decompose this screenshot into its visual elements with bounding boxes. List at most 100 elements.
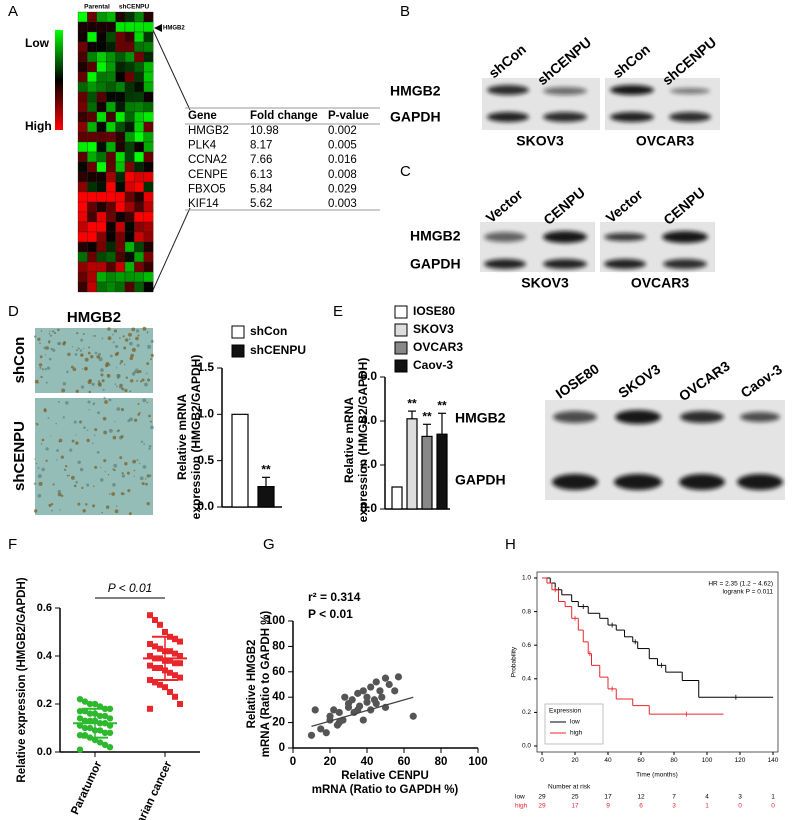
heatmap-cell <box>115 121 126 133</box>
heatmap-cell <box>96 61 107 73</box>
heatmap-cell <box>96 221 107 233</box>
heatmap-cell <box>96 21 107 33</box>
heatmap-cell <box>77 231 88 243</box>
ihc-speck <box>122 335 125 338</box>
ihc-speck <box>71 346 74 348</box>
ihc-speck <box>57 342 60 345</box>
heatmap-cell <box>143 231 154 243</box>
ihc-speck <box>93 485 95 487</box>
heatmap-cell <box>124 241 135 253</box>
ihc-speck <box>71 439 75 443</box>
lane-label: Vector <box>483 186 526 226</box>
x-tick-label: 80 <box>670 757 678 764</box>
ihc-speck <box>48 333 51 335</box>
heatmap-cell <box>77 281 88 293</box>
ihc-speck <box>52 483 55 486</box>
point <box>162 684 168 691</box>
y-tick-label: 0.0 <box>197 499 214 513</box>
heatmap-cell <box>134 171 144 183</box>
heatmap-cell <box>87 241 97 253</box>
ihc-speck <box>103 397 106 400</box>
heatmap-cell <box>87 101 97 113</box>
heatmap-cell <box>143 71 154 83</box>
ihc-speck <box>33 482 37 485</box>
heatmap-cell <box>87 41 97 53</box>
point <box>106 744 114 751</box>
heatmap-cell <box>134 211 144 223</box>
heatmap-cell <box>96 31 107 43</box>
x-axis-label: mRNA (Ratio to GAPDH %) <box>312 784 459 796</box>
ihc-speck <box>67 352 71 357</box>
heatmap-cell <box>87 111 97 123</box>
ihc-speck <box>127 489 131 493</box>
ihc-speck <box>70 365 74 369</box>
ihc-speck <box>62 342 66 346</box>
heatmap-cell <box>106 71 116 83</box>
heatmap-cell <box>143 251 154 263</box>
arrow <box>154 24 162 32</box>
ihc-speck <box>75 434 77 436</box>
table-header: Gene <box>188 110 217 122</box>
heatmap-cell <box>143 161 154 173</box>
ihc-speck <box>57 328 60 332</box>
heatmap-cell <box>106 191 116 203</box>
ihc-speck <box>120 359 124 363</box>
point <box>101 729 109 736</box>
legend-swatch <box>394 323 408 337</box>
ihc-speck <box>119 362 122 365</box>
ihc-speck <box>49 334 53 337</box>
significance: ** <box>261 463 271 477</box>
ihc-speck <box>41 467 45 472</box>
point <box>172 650 178 657</box>
heatmap-cell <box>143 181 154 193</box>
point <box>172 660 178 667</box>
ihc-speck <box>69 448 73 452</box>
risk-value: 17 <box>604 794 612 801</box>
risk-value: 25 <box>571 794 579 801</box>
point <box>81 724 89 732</box>
heatmap-cell <box>87 281 97 293</box>
heatmap-cell <box>106 151 116 163</box>
heatmap-cell <box>77 91 88 103</box>
point <box>372 678 380 686</box>
ihc-speck <box>108 493 111 495</box>
ihc-speck <box>64 468 67 471</box>
heatmap-cell <box>134 41 144 53</box>
ihc-speck <box>97 411 100 415</box>
ihc-speck <box>114 420 116 423</box>
ihc-speck <box>45 346 49 350</box>
heatmap-cell <box>106 171 116 183</box>
x-axis-label: Relative CENPU <box>341 770 429 782</box>
ihc-speck <box>82 368 84 370</box>
ihc-speck <box>100 466 102 469</box>
point <box>167 669 173 676</box>
ihc-speck <box>148 447 151 450</box>
y-axis-label: Relative HMGB2 <box>246 640 258 729</box>
heatmap-cell <box>77 251 88 263</box>
point <box>76 696 84 703</box>
point <box>359 716 367 724</box>
blot-band <box>740 412 780 422</box>
ihc-speck <box>102 388 105 391</box>
ihc-speck <box>108 398 112 402</box>
heatmap-cell <box>143 241 154 253</box>
ihc-speck <box>138 369 142 374</box>
heatmap-cell <box>115 271 126 283</box>
ihc-speck <box>103 459 107 463</box>
heatmap-cell <box>106 51 116 63</box>
y-tick-label: 0.2 <box>37 698 52 710</box>
ihc-speck <box>92 335 95 337</box>
ihc-speck <box>148 444 152 448</box>
heatmap-cell <box>77 211 88 223</box>
ihc-speck <box>131 372 136 376</box>
heatmap-cell <box>115 281 126 293</box>
ihc-speck <box>35 422 37 424</box>
heatmap-cell <box>143 11 154 23</box>
heatmap-cell <box>115 261 126 273</box>
ihc-speck <box>61 494 64 498</box>
heatmap-cell <box>115 221 126 233</box>
blot-band <box>670 88 710 94</box>
ihc-speck <box>133 475 135 477</box>
heatmap-cell <box>87 181 97 193</box>
heatmap-cell <box>124 251 135 263</box>
